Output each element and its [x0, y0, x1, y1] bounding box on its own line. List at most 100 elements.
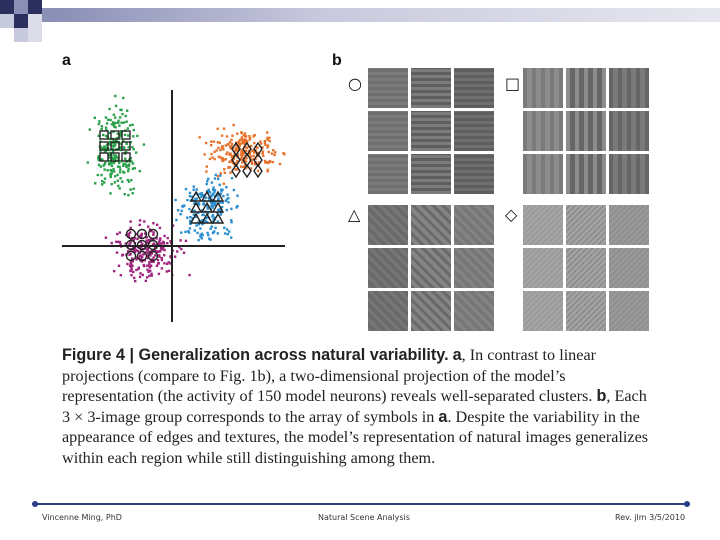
scatter-point	[261, 146, 264, 149]
scatter-point	[107, 156, 111, 159]
texture-image-tile	[609, 248, 649, 288]
scatter-point	[211, 206, 214, 209]
scatter-point	[179, 213, 182, 216]
square-symbol-icon: □	[505, 74, 521, 93]
scatter-point	[211, 188, 215, 191]
scatter-point	[117, 119, 120, 122]
scatter-point	[223, 232, 227, 235]
scatter-point	[147, 225, 150, 228]
scatter-point	[145, 248, 149, 251]
scatter-point	[148, 274, 151, 277]
scatter-point	[131, 264, 134, 268]
scatter-point	[236, 149, 239, 152]
scatter-point	[231, 134, 234, 137]
caption-ref-a: a	[452, 346, 462, 364]
scatter-point	[126, 127, 129, 130]
texture-image-tile	[454, 291, 494, 331]
scatter-point	[251, 149, 254, 152]
scatter-point	[127, 169, 130, 173]
footer-title: Natural Scene Analysis	[318, 513, 410, 522]
scatter-point	[100, 146, 103, 150]
scatter-point	[115, 251, 119, 254]
scatter-point	[278, 162, 282, 166]
scatter-point	[249, 167, 253, 170]
image-group-triangle	[368, 205, 494, 331]
scatter-point	[123, 193, 126, 196]
scatter-point	[117, 121, 120, 124]
scatter-point	[193, 209, 196, 212]
scatter-point	[192, 185, 195, 188]
scatter-point	[167, 269, 171, 273]
circle-marker	[147, 228, 159, 240]
scatter-point	[245, 149, 248, 152]
scatter-point	[226, 233, 229, 236]
footer-author: Vincenne Ming, PhD	[42, 513, 122, 522]
scatter-point	[178, 246, 181, 249]
scatter-point	[230, 145, 233, 148]
scatter-point	[158, 226, 162, 230]
scatter-point	[129, 140, 132, 144]
scatter-point	[235, 144, 238, 147]
scatter-point	[158, 255, 161, 258]
scatter-point	[236, 168, 239, 171]
scatter-point	[118, 171, 122, 174]
scatter-point	[232, 188, 236, 192]
scatter-point	[129, 269, 132, 273]
scatter-point	[198, 136, 201, 139]
scatter-point	[128, 124, 132, 127]
scatter-point	[234, 147, 237, 150]
scatter-point	[100, 173, 103, 177]
scatter-point	[148, 266, 152, 269]
scatter-point	[115, 139, 118, 143]
diamond-marker	[253, 163, 263, 179]
scatter-point	[107, 148, 110, 151]
scatter-point	[157, 272, 161, 276]
scatter-point	[115, 156, 118, 159]
cluster-scatter-plot	[62, 90, 286, 322]
scatter-point	[243, 132, 247, 135]
scatter-point	[110, 170, 113, 173]
scatter-point	[126, 109, 129, 112]
scatter-point	[242, 153, 245, 156]
scatter-point	[224, 158, 227, 161]
triangle-symbol-icon: △	[348, 205, 361, 224]
texture-image-tile	[368, 111, 408, 151]
caption-text-2: , Each 3 × 3-image group corresponds to …	[62, 387, 647, 426]
scatter-point	[118, 240, 122, 244]
scatter-point	[210, 152, 213, 156]
scatter-point	[242, 165, 245, 168]
scatter-point	[213, 157, 216, 161]
scatter-point	[118, 124, 121, 127]
scatter-point	[216, 175, 220, 178]
scatter-point	[116, 147, 119, 151]
texture-image-tile	[523, 68, 563, 108]
scatter-point	[261, 150, 265, 153]
scatter-point	[116, 173, 119, 177]
caption-text-3: . Despite the variability in the appeara…	[62, 407, 649, 467]
scatter-point	[127, 235, 131, 238]
scatter-point	[220, 190, 223, 193]
scatter-point	[133, 237, 137, 240]
scatter-point	[273, 153, 276, 157]
scatter-point	[129, 231, 132, 234]
scatter-point	[131, 123, 134, 126]
footer-revision: Rev. jlm 3/5/2010	[615, 513, 686, 522]
scatter-point	[166, 242, 169, 245]
scatter-point	[262, 154, 265, 157]
scatter-point	[110, 123, 114, 126]
scatter-point	[127, 167, 130, 170]
scatter-point	[220, 134, 224, 137]
scatter-point	[199, 220, 203, 223]
scatter-point	[94, 182, 97, 185]
scatter-point	[195, 197, 198, 200]
deco-square	[28, 28, 42, 42]
scatter-point	[128, 243, 131, 246]
scatter-point	[222, 194, 225, 198]
scatter-point	[240, 149, 244, 152]
scatter-point	[98, 120, 101, 123]
scatter-point	[252, 151, 256, 154]
scatter-point	[158, 242, 161, 246]
scatter-point	[217, 197, 220, 200]
scatter-point	[150, 272, 153, 275]
scatter-point	[110, 172, 113, 175]
